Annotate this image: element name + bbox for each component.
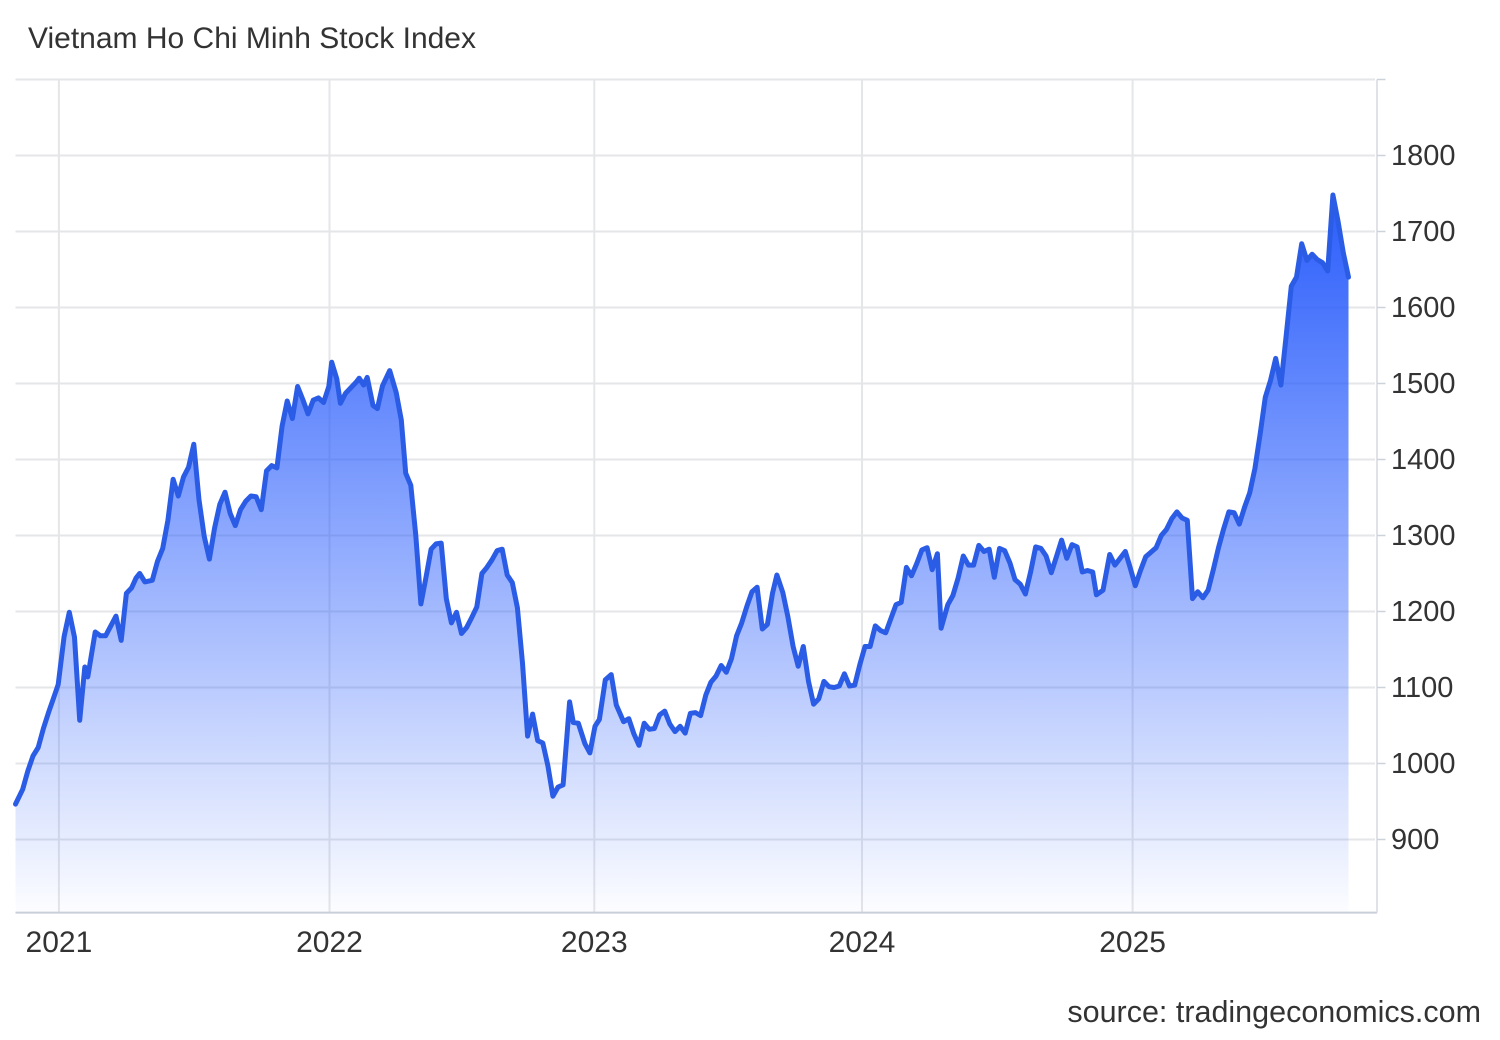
svg-text:2023: 2023	[561, 926, 628, 959]
svg-text:1800: 1800	[1391, 140, 1456, 172]
svg-text:source: tradingeconomics.com: source: tradingeconomics.com	[1067, 995, 1481, 1029]
svg-text:1400: 1400	[1391, 444, 1456, 476]
svg-text:2022: 2022	[296, 926, 363, 959]
svg-text:1600: 1600	[1391, 292, 1456, 324]
svg-text:1300: 1300	[1391, 520, 1456, 552]
svg-text:2024: 2024	[829, 926, 896, 959]
svg-text:1200: 1200	[1391, 596, 1456, 628]
svg-text:1100: 1100	[1391, 672, 1453, 704]
svg-text:2025: 2025	[1099, 926, 1166, 959]
svg-text:2021: 2021	[26, 926, 93, 959]
svg-text:1500: 1500	[1391, 368, 1456, 400]
svg-text:Vietnam Ho Chi Minh Stock Inde: Vietnam Ho Chi Minh Stock Index	[28, 22, 476, 55]
svg-text:1700: 1700	[1391, 216, 1456, 248]
svg-text:1000: 1000	[1391, 748, 1456, 780]
svg-text:900: 900	[1391, 824, 1439, 856]
